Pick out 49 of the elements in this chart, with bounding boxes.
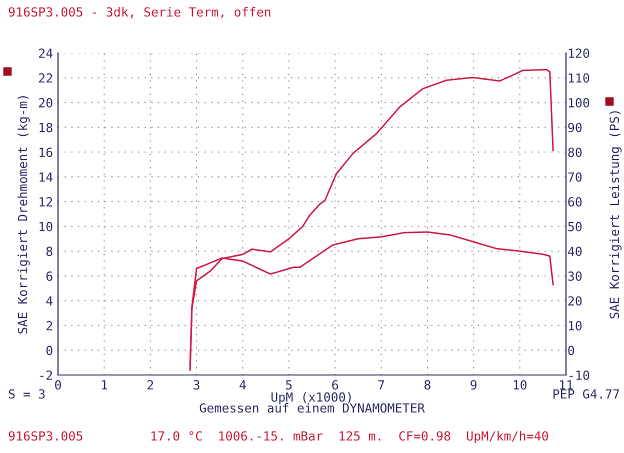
- chart-title: 916SP3.005 - 3dk, Serie Term, offen: [8, 6, 270, 18]
- text: 916SP3.005: [8, 431, 82, 441]
- x-tick-label: 7: [378, 380, 384, 390]
- y2-tick-label: 50: [568, 222, 582, 232]
- y-tick-label: 10: [40, 222, 52, 232]
- y2-tick-label: 30: [568, 271, 582, 281]
- y-axis-title: SAE Korrigiert Drehmoment (kg-m): [18, 96, 30, 334]
- y-tick-label: 6: [46, 271, 52, 281]
- y2-tick-label: 20: [568, 296, 582, 306]
- y-tick-label: 18: [40, 122, 52, 132]
- y-tick-label: 12: [40, 197, 52, 206]
- y2-tick-label: -10: [570, 370, 590, 380]
- y-tick-label: 20: [39, 98, 52, 108]
- y-tick-label: 2: [46, 320, 52, 330]
- x-tick-label: 10: [514, 380, 527, 390]
- x-tick-label: 0: [55, 380, 61, 390]
- text: 17.0 °C 1006.-15. mBar 125 m. CF=0.98 UpM/km/h=40: [152, 430, 548, 444]
- x-tick-label: 8: [424, 380, 430, 390]
- x-tick-label: 5: [286, 380, 292, 390]
- y2-tick-label: 70: [568, 172, 582, 182]
- x-tick-label: 3: [194, 380, 200, 390]
- y2-tick-label: 40: [568, 246, 582, 256]
- text: S = 3: [8, 389, 45, 399]
- text: PEP G4.77: [553, 389, 620, 399]
- x-tick-label: 1: [102, 380, 108, 390]
- y2-tick-label: 110: [568, 73, 590, 83]
- y-tick-label: 14: [40, 172, 53, 182]
- y2-tick-label: 80: [568, 148, 582, 158]
- y2-tick-label: 60: [568, 197, 582, 207]
- y2-axis-title: SAE Korrigiert Leistung (PS): [609, 111, 622, 319]
- y-tick-label: 24: [39, 48, 53, 58]
- y2-tick-label: 10: [568, 320, 582, 330]
- x-tick-label: 2: [148, 380, 154, 390]
- y-tick-label: 0: [46, 346, 52, 356]
- y2-tick-label: 120: [568, 48, 590, 58]
- text: Gemessen auf einem DYNAMOMETER: [200, 402, 425, 413]
- y-tick-label: 22: [39, 73, 52, 83]
- x-tick-label: 6: [332, 380, 338, 390]
- y2-tick-label: 90: [568, 122, 582, 132]
- y2-tick-label: 100: [568, 98, 590, 108]
- x-axis-title: UpM (x1000): [272, 392, 351, 404]
- x-tick-label: 11: [560, 380, 573, 390]
- x-tick-label: 9: [470, 380, 477, 390]
- y-tick-label: 4: [46, 296, 53, 306]
- y-tick-label: -2: [40, 370, 52, 380]
- y2-tick-label: 0: [568, 346, 574, 356]
- y-tick-label: 16: [40, 148, 52, 158]
- y-tick-label: 8: [46, 246, 52, 256]
- x-tick-label: 4: [240, 380, 246, 390]
